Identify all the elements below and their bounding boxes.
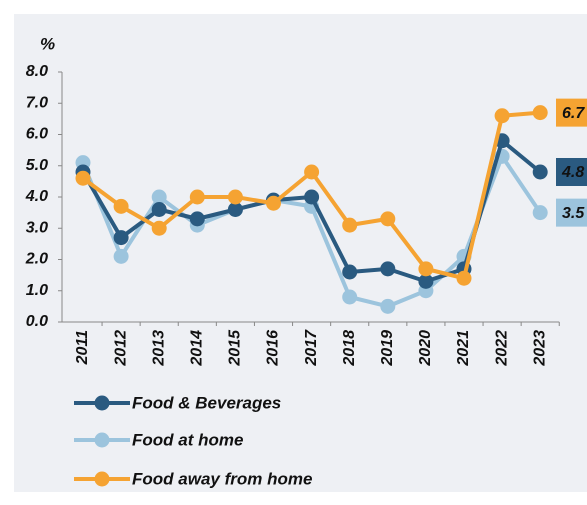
y-tick-label: 4.0 [25,188,48,205]
series-marker [380,211,396,227]
series-marker [342,217,358,233]
series-marker [380,298,396,314]
end-label: 4.8 [561,164,584,181]
series-marker [151,189,167,205]
x-tick-label: 2020 [417,330,434,367]
end-label: 3.5 [562,205,585,222]
series-marker [266,195,281,211]
x-tick-label: 2016 [265,330,282,367]
y-tick-label: 8.0 [26,63,48,80]
series-marker [342,289,358,305]
series-marker [227,189,243,205]
legend-marker [94,432,110,448]
series-marker [113,198,129,214]
y-axis-label: % [40,34,55,53]
y-tick-label: 2.0 [25,251,48,268]
series-marker [151,202,167,217]
series-marker [380,261,396,277]
end-label-box [556,158,587,186]
x-tick-label: 2015 [227,329,244,367]
x-tick-label: 2023 [531,330,548,367]
series-marker [532,105,548,121]
series-marker [532,164,548,180]
y-tick-label: 6.0 [26,126,48,143]
end-label-box [556,198,587,227]
end-label: 6.7 [562,105,585,122]
x-tick-label: 2019 [379,330,396,367]
y-tick-label: 1.0 [26,282,48,299]
end-label-box [556,98,587,127]
x-tick-label: 2011 [74,330,91,366]
x-tick-label: 2013 [150,330,167,367]
series-marker [418,261,434,277]
legend-label: Food at home [132,430,243,449]
series-marker [189,189,205,205]
series-marker [151,220,167,236]
x-tick-label: 2017 [303,329,320,367]
legend-marker [94,395,110,411]
series-marker [532,205,548,221]
series-marker [75,170,91,186]
legend-label: Food & Beverages [132,393,281,412]
legend-marker [94,471,110,487]
series-marker [113,248,129,264]
x-tick-label: 2012 [112,330,129,367]
chart-background [14,14,587,492]
x-tick-label: 2014 [189,330,206,367]
series-marker [304,189,320,205]
y-tick-label: 7.0 [26,94,48,111]
series-marker [494,108,510,124]
series-marker [418,273,434,289]
x-tick-label: 2018 [341,330,358,367]
y-tick-label: 5.0 [26,157,48,174]
series-marker [113,230,129,246]
series-marker [189,211,205,227]
series-marker [342,264,358,280]
y-tick-label: 3.0 [26,219,48,236]
series-marker [304,164,320,180]
x-tick-label: 2021 [455,330,472,367]
series-marker [456,270,472,286]
series-marker [227,202,243,217]
y-tick-label: 0.0 [26,313,48,330]
legend-label: Food away from home [132,469,312,488]
x-tick-label: 2022 [493,330,510,367]
